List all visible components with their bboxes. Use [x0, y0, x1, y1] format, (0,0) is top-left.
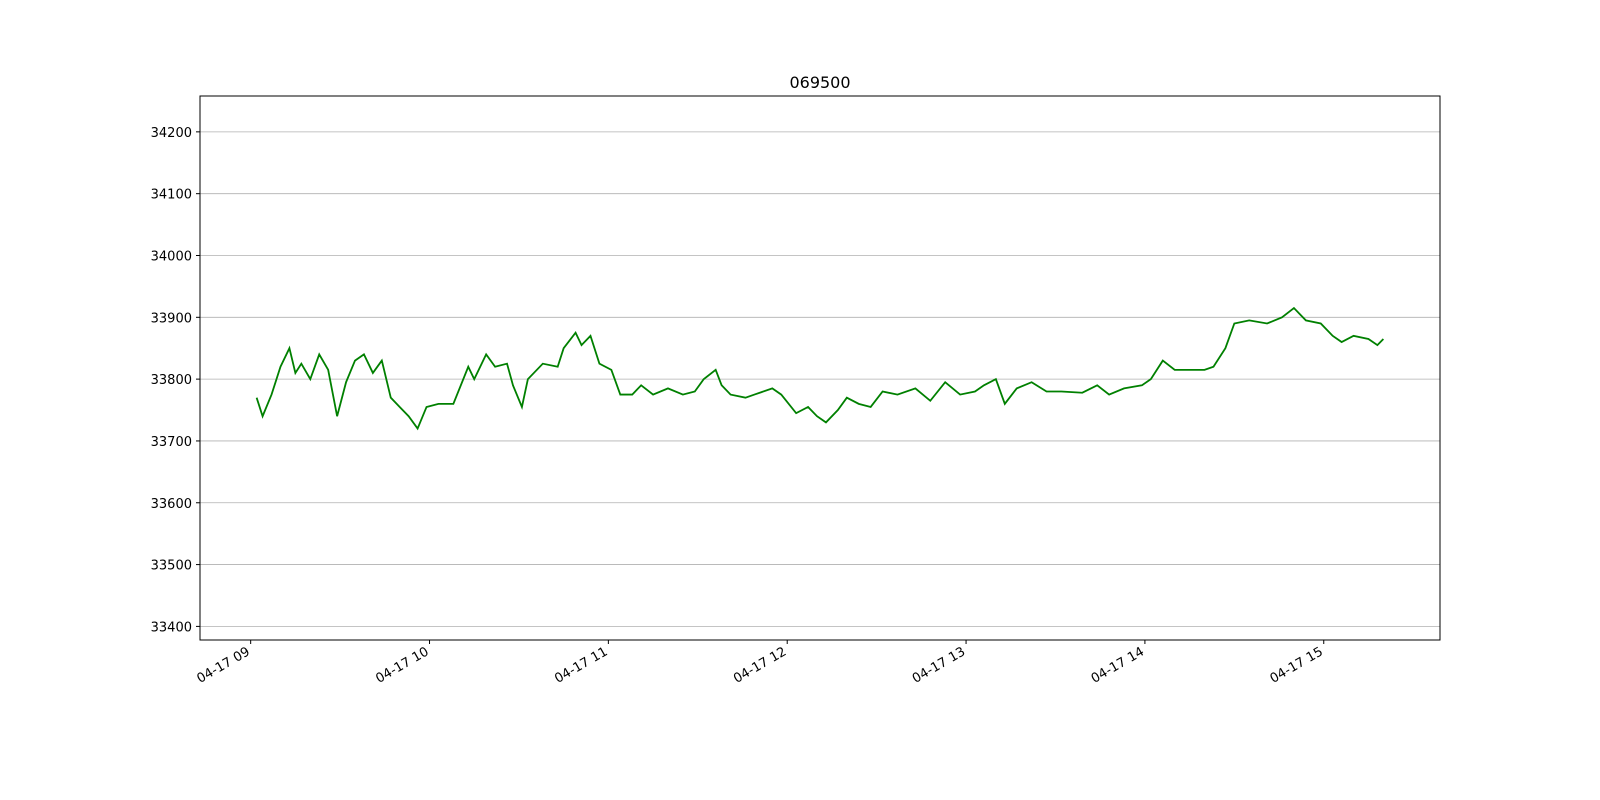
chart-title: 069500 [789, 73, 850, 92]
plot-frame [199, 95, 1441, 641]
y-tick-label: 34000 [151, 249, 192, 264]
y-tick-label: 33900 [151, 311, 192, 326]
y-tick-label: 33700 [151, 435, 192, 450]
y-tick-label: 34100 [151, 188, 192, 203]
y-tick-label: 33800 [151, 373, 192, 388]
y-tick-label: 33600 [151, 497, 192, 512]
y-tick-label: 33400 [151, 620, 192, 635]
y-tick-label: 33500 [151, 559, 192, 574]
y-tick-label: 34200 [151, 126, 192, 141]
price-line [255, 306, 1385, 431]
